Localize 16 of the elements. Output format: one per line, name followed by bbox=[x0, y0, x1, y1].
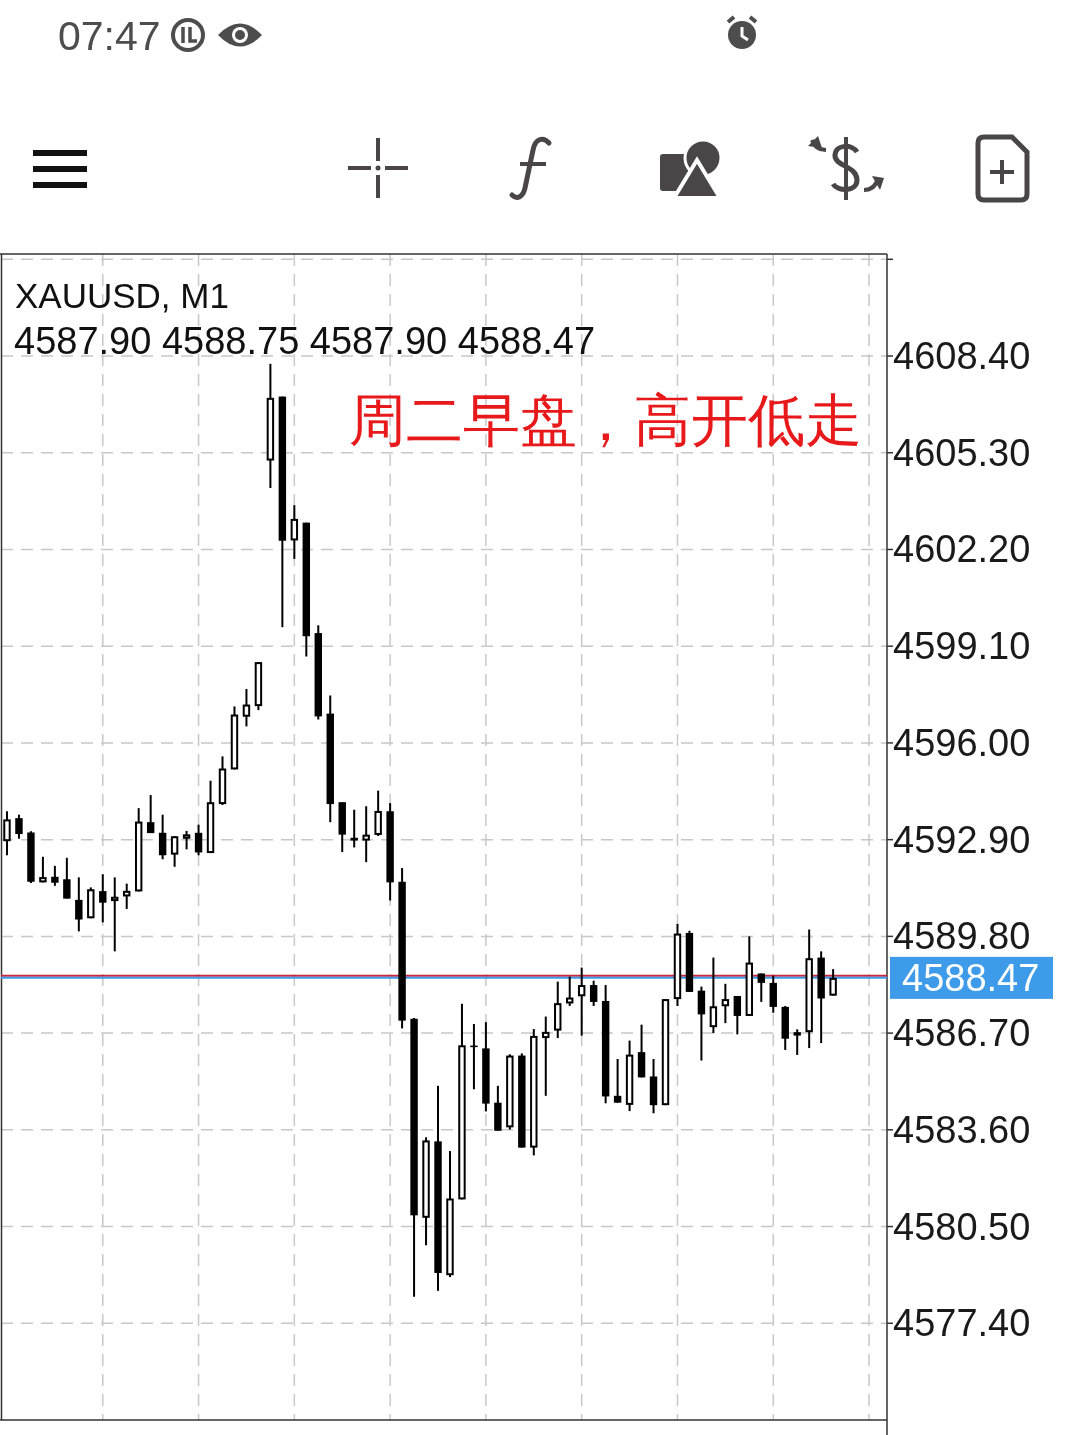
y-tick-label: 4602.20 bbox=[893, 528, 1031, 571]
text: XAUUSD, M1 bbox=[15, 275, 229, 315]
y-tick-label: 4605.30 bbox=[893, 431, 1031, 474]
y-tick-label: 4599.10 bbox=[893, 625, 1031, 668]
y-tick-label: 4596.00 bbox=[893, 721, 1031, 764]
y-tick-label: 4583.60 bbox=[893, 1108, 1031, 1151]
y-tick-label: 4580.50 bbox=[893, 1205, 1031, 1248]
y-tick-label: 4586.70 bbox=[893, 1012, 1031, 1055]
y-tick-label: 4608.40 bbox=[893, 335, 1031, 378]
text: 4587.90 4588.75 4587.90 4588.47 bbox=[14, 320, 596, 362]
y-tick-label: 4592.90 bbox=[893, 818, 1031, 861]
y-tick-label: 4577.40 bbox=[893, 1302, 1031, 1345]
y-tick-label: 4589.80 bbox=[893, 915, 1031, 958]
annotation: 周二早盘，高开低走 bbox=[349, 388, 862, 452]
text: 07:47 bbox=[58, 13, 161, 59]
ref-line-label: 4588.47 bbox=[902, 956, 1040, 999]
